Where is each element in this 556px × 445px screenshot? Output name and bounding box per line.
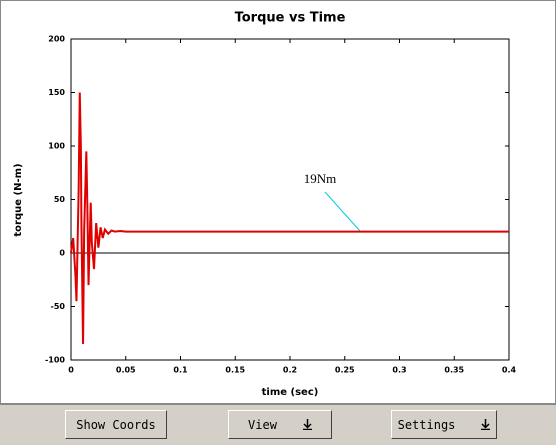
chart: Torque vs Time time (sec) torque (N-m) 1… [0,0,556,404]
y-axis-label: torque (N-m) [13,163,24,236]
chart-title: Torque vs Time [235,11,346,26]
x-tick-label: 0.05 [116,366,136,375]
y-tick-label: -50 [51,302,66,311]
y-tick-label: 150 [48,88,65,97]
x-tick-label: 0 [68,366,74,375]
y-tick-label: 100 [48,142,65,151]
button[interactable]: Show Coords [65,410,167,439]
button[interactable]: Settings [391,410,497,439]
y-tick-label: 50 [54,195,66,204]
frame [0,0,556,404]
button-bar: Show Coords View Settings [0,404,556,445]
x-tick-label: 0.2 [283,366,297,375]
dropdown-icon [302,419,312,430]
x-tick-label: 0.15 [225,366,245,375]
x-tick-label: 0.1 [173,366,188,375]
x-axis-label: time (sec) [262,387,319,398]
annotation-arrow [324,191,361,232]
button[interactable]: View [228,410,332,439]
x-tick-label: 0.4 [502,366,517,375]
annotation: 19Nm [304,171,337,186]
button-label: Show Coords [76,417,156,432]
data-line [70,92,509,344]
dropdown-icon [481,419,491,430]
y-tick-label: -100 [45,356,65,365]
button-label: View [248,417,277,432]
button-label: Settings [397,417,456,432]
x-tick-label: 0.3 [392,366,406,375]
x-tick-label: 0.35 [444,366,464,375]
y-tick-label: 200 [48,35,65,44]
x-tick-label: 0.25 [335,366,355,375]
y-tick-label: 0 [59,249,65,258]
